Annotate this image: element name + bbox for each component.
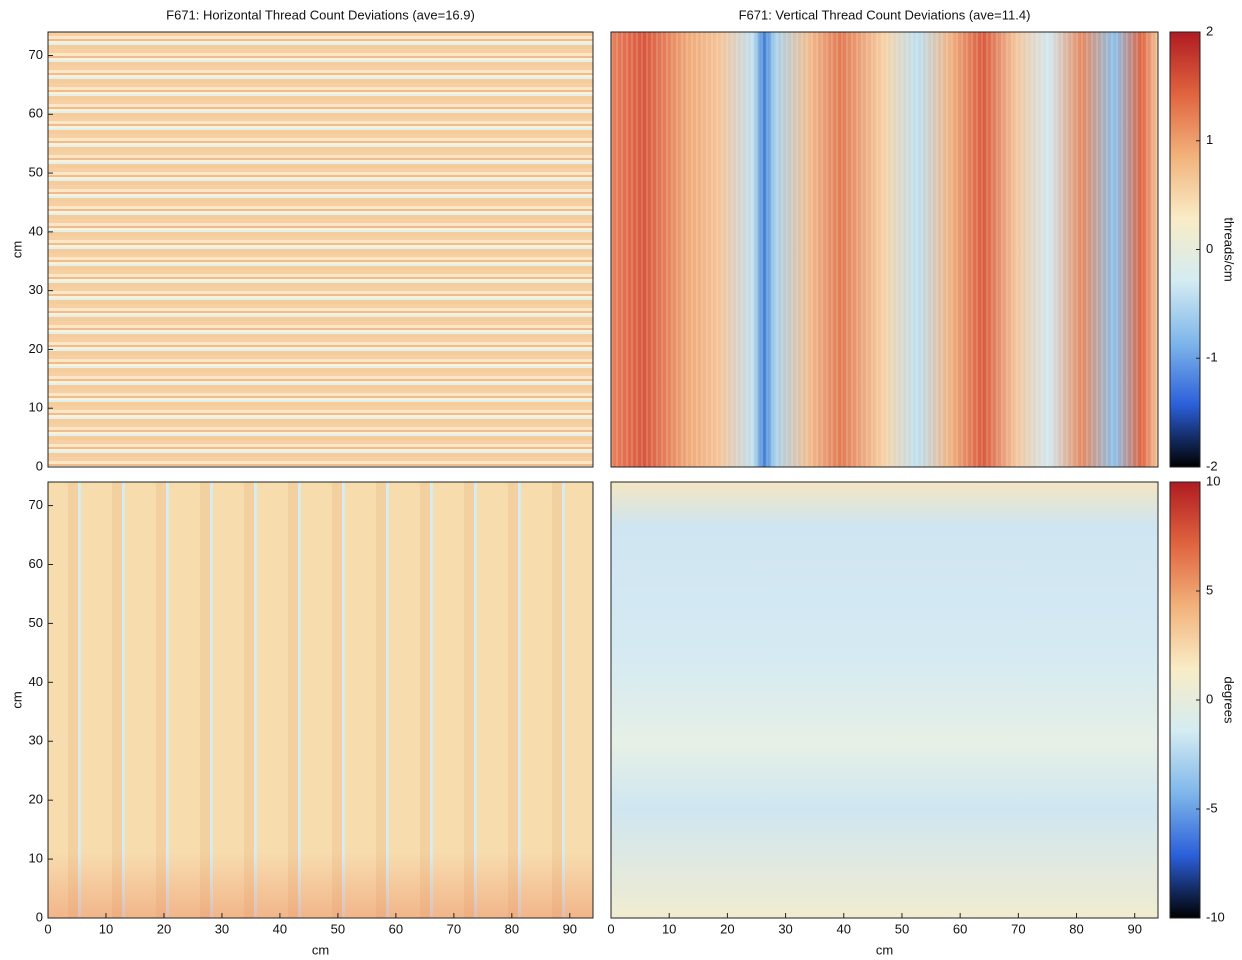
x-tick-label: 80 <box>505 921 519 936</box>
chart-title: F671: Vertical Thread Count Deviations (… <box>739 7 1031 22</box>
y-tick-label: 0 <box>36 909 43 924</box>
x-tick-label: 10 <box>99 921 113 936</box>
y-tick-label: 60 <box>29 106 43 121</box>
x-tick-label: 80 <box>1069 921 1083 936</box>
x-tick-label: 30 <box>778 921 792 936</box>
y-tick-label: 40 <box>29 223 43 238</box>
y-tick-label: 20 <box>29 792 43 807</box>
x-tick-label: 60 <box>389 921 403 936</box>
x-tick-label: 0 <box>607 921 614 936</box>
y-tick-label: 30 <box>29 733 43 748</box>
x-tick-label: 90 <box>1127 921 1141 936</box>
y-tick-label: 10 <box>29 851 43 866</box>
plot-frame <box>48 482 593 918</box>
page: F671: Horizontal Thread Count Deviations… <box>0 0 1242 960</box>
figure: F671: Horizontal Thread Count Deviations… <box>0 0 1242 960</box>
x-tick-label: 70 <box>1011 921 1025 936</box>
y-tick-label: 30 <box>29 282 43 297</box>
x-tick-label: 60 <box>953 921 967 936</box>
x-tick-label: 0 <box>44 921 51 936</box>
y-tick-label: 20 <box>29 341 43 356</box>
plot-frame <box>611 32 1158 467</box>
y-tick-label: 50 <box>29 165 43 180</box>
x-tick-label: 50 <box>331 921 345 936</box>
x-tick-label: 10 <box>662 921 676 936</box>
colorbar-tick-label: 1 <box>1206 132 1213 147</box>
x-tick-label: 70 <box>447 921 461 936</box>
x-tick-label: 30 <box>215 921 229 936</box>
colorbar-label: degrees <box>1222 677 1237 724</box>
colorbar-tick-label: -2 <box>1206 458 1218 473</box>
y-axis-label: cm <box>9 691 24 708</box>
x-tick-label: 20 <box>720 921 734 936</box>
chart-title: F671: Horizontal Thread Count Deviations… <box>166 7 475 22</box>
x-tick-label: 40 <box>273 921 287 936</box>
y-tick-label: 40 <box>29 674 43 689</box>
colorbar-tick-label: 0 <box>1206 241 1213 256</box>
x-tick-label: 90 <box>563 921 577 936</box>
y-tick-label: 50 <box>29 615 43 630</box>
plot-frame <box>48 32 593 467</box>
y-tick-label: 70 <box>29 497 43 512</box>
x-tick-label: 50 <box>895 921 909 936</box>
colorbar-tick-label: 5 <box>1206 582 1213 597</box>
colorbar-tick-label: -10 <box>1206 909 1225 924</box>
x-tick-label: 20 <box>157 921 171 936</box>
y-tick-label: 60 <box>29 556 43 571</box>
colorbar-tick-label: 0 <box>1206 691 1213 706</box>
y-tick-label: 70 <box>29 47 43 62</box>
colorbar-tick-label: -1 <box>1206 350 1218 365</box>
y-tick-label: 0 <box>36 458 43 473</box>
colorbar-tick-label: 2 <box>1206 23 1213 38</box>
colorbar <box>1170 32 1200 467</box>
plot-frame <box>611 482 1158 918</box>
x-axis-label: cm <box>312 942 329 957</box>
colorbar <box>1170 482 1200 918</box>
colorbar-label: threads/cm <box>1222 217 1237 281</box>
colorbar-tick-label: -5 <box>1206 800 1218 815</box>
y-axis-label: cm <box>9 241 24 258</box>
colorbar-tick-label: 10 <box>1206 473 1220 488</box>
y-tick-label: 10 <box>29 400 43 415</box>
x-axis-label: cm <box>876 942 893 957</box>
x-tick-label: 40 <box>837 921 851 936</box>
